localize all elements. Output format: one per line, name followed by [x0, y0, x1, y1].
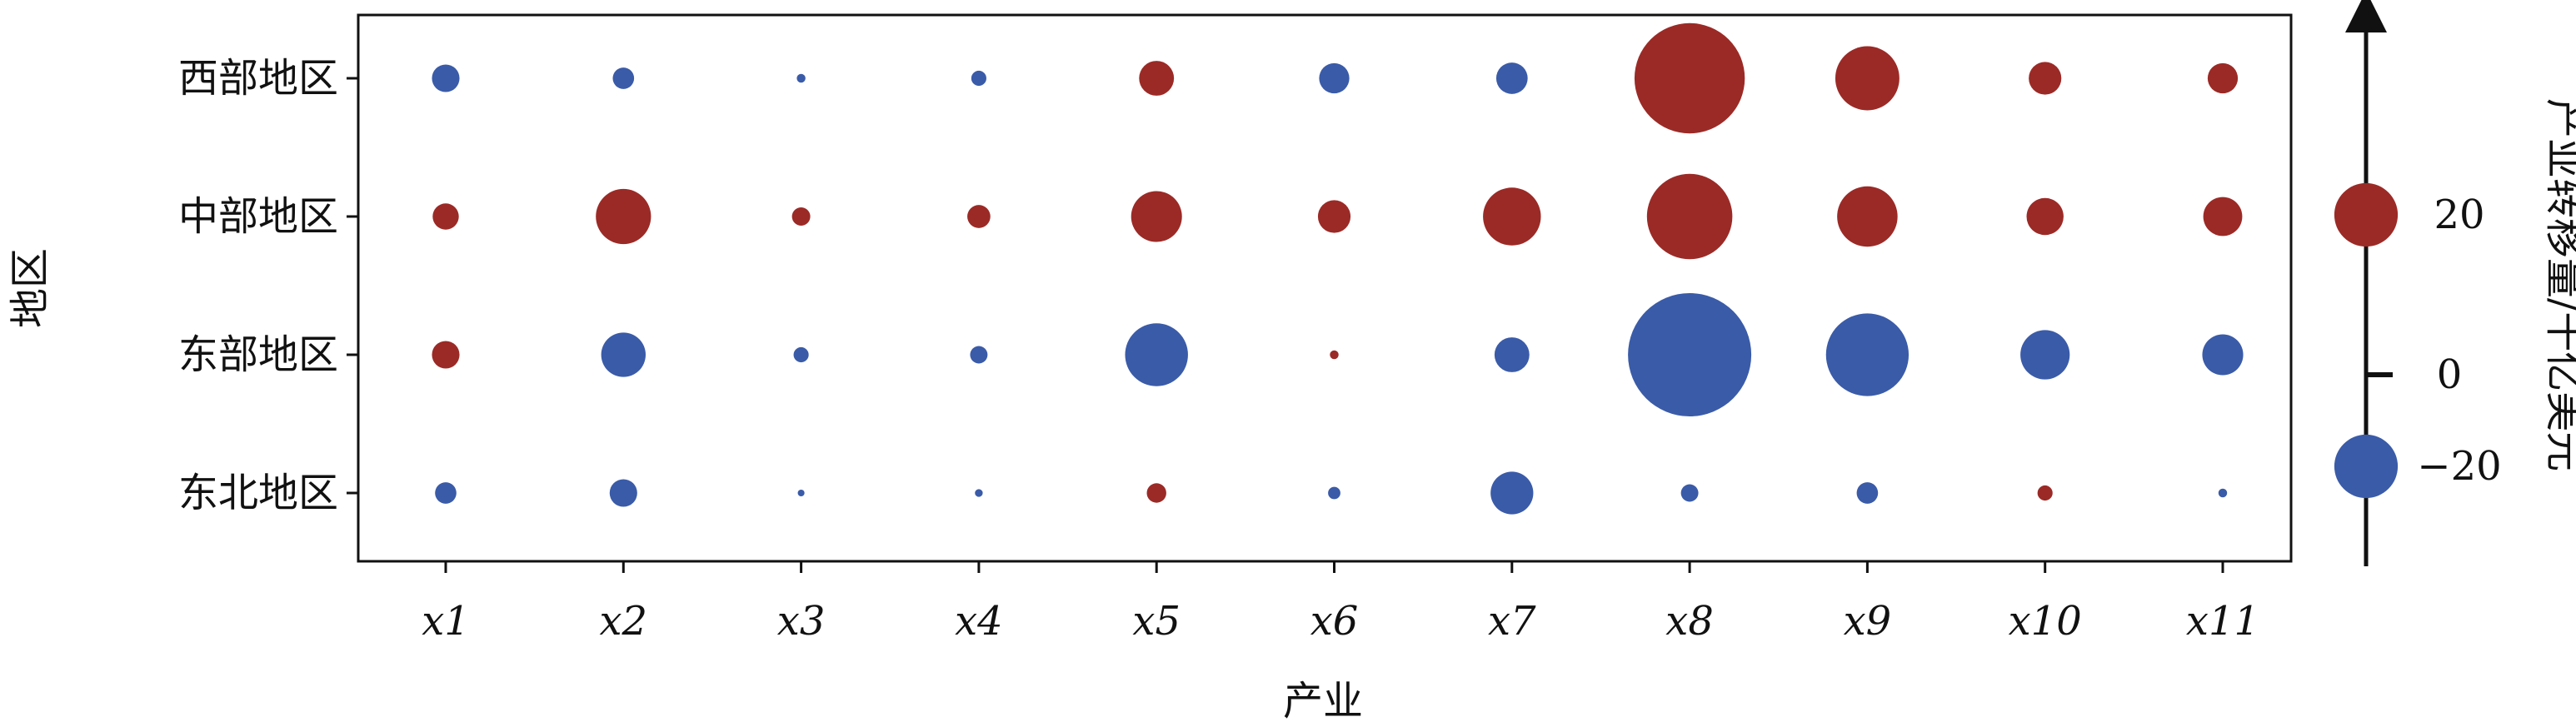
bubble-x11-row3 [2202, 334, 2244, 376]
bubble-x11-row4 [2218, 488, 2228, 498]
bubble-x4-row3 [970, 346, 988, 364]
bubble-x6-row2 [1317, 200, 1351, 233]
bubble-x9-row4 [1856, 482, 1879, 504]
bubble-x8-row2 [1646, 173, 1733, 260]
bubble-x3-row3 [793, 346, 809, 363]
bubble-x9-row3 [1825, 313, 1910, 396]
bubble-x6-row3 [1330, 350, 1339, 360]
legend-bubble [2334, 182, 2399, 247]
bubble-x10-row2 [2026, 197, 2064, 236]
bubble-x1-row3 [432, 341, 460, 369]
bubble-x1-row4 [435, 482, 457, 504]
x-tick-label: x3 [777, 598, 826, 645]
bubble-x9-row1 [1835, 46, 1900, 111]
bubble-x10-row1 [2029, 62, 2062, 95]
bubble-x4-row1 [971, 70, 986, 87]
x-tick-label: x2 [599, 598, 647, 645]
bubble-x6-row1 [1319, 62, 1350, 94]
x-axis: x1 x2 x3 x4 x5 x6 x7 x8 x9 x10 x11 [422, 561, 2259, 645]
bubbles-layer [432, 22, 2244, 515]
bubble-x7-row1 [1495, 62, 1528, 94]
bubble-x8-row1 [1634, 22, 1745, 134]
bubble-x11-row2 [2203, 197, 2243, 237]
bubble-x5-row2 [1131, 191, 1182, 242]
bubble-x7-row2 [1483, 187, 1541, 246]
x-tick-label: x1 [422, 598, 470, 645]
bubble-x1-row2 [432, 203, 459, 230]
bubble-x2-row4 [609, 479, 637, 507]
x-tick-label: x6 [1310, 598, 1359, 645]
y-tick-label: 东部地区 [178, 331, 338, 378]
x-tick-label: x7 [1488, 598, 1536, 645]
x-tick-label: x10 [2009, 598, 2082, 645]
y-tick-label: 西部地区 [178, 55, 338, 102]
size-legend: 产业转移量/十亿美元 20 0 −20 [2334, 0, 2576, 566]
x-tick-label: x5 [1132, 598, 1181, 645]
bubble-x1-row1 [432, 64, 460, 92]
x-tick-label: x9 [1844, 598, 1892, 645]
bubble-x7-row4 [1490, 471, 1534, 515]
bubble-x5-row4 [1146, 483, 1166, 503]
bubble-x8-row4 [1680, 484, 1699, 502]
legend-tick-label: −20 [2417, 443, 2501, 490]
bubble-x10-row4 [2037, 485, 2053, 501]
bubble-x4-row2 [967, 205, 991, 228]
bubble-x3-row1 [796, 73, 806, 83]
bubble-x11-row1 [2207, 62, 2239, 94]
legend-tick-label: 20 [2434, 192, 2484, 238]
x-tick-label: x8 [1665, 598, 1714, 645]
legend-title: 产业转移量/十亿美元 [2541, 98, 2576, 471]
bubble-x9-row2 [1837, 186, 1898, 247]
bubble-x2-row1 [612, 67, 635, 89]
legend-bubble [2334, 434, 2399, 499]
y-axis-title: 地区 [7, 248, 53, 328]
bubble-x10-row3 [2020, 330, 2070, 380]
bubble-x2-row2 [596, 188, 651, 245]
x-tick-label: x4 [955, 598, 1003, 645]
x-tick-label: x11 [2186, 598, 2259, 645]
bubble-x6-row4 [1328, 486, 1340, 500]
bubble-x5-row1 [1139, 61, 1175, 96]
bubble-x5-row3 [1125, 323, 1188, 386]
bubble-x3-row4 [797, 489, 805, 497]
bubble-x4-row4 [975, 489, 983, 497]
y-tick-label: 中部地区 [178, 193, 338, 240]
legend-tick-label: 0 [2437, 351, 2463, 398]
bubble-x2-row3 [601, 332, 646, 377]
y-tick-label: 东北地区 [178, 470, 338, 516]
bubble-x7-row3 [1494, 337, 1530, 372]
x-axis-title: 产业 [1283, 678, 1363, 725]
bubble-x3-row2 [791, 207, 811, 226]
bubble-x8-row3 [1628, 293, 1752, 416]
plot-frame [357, 13, 2293, 563]
